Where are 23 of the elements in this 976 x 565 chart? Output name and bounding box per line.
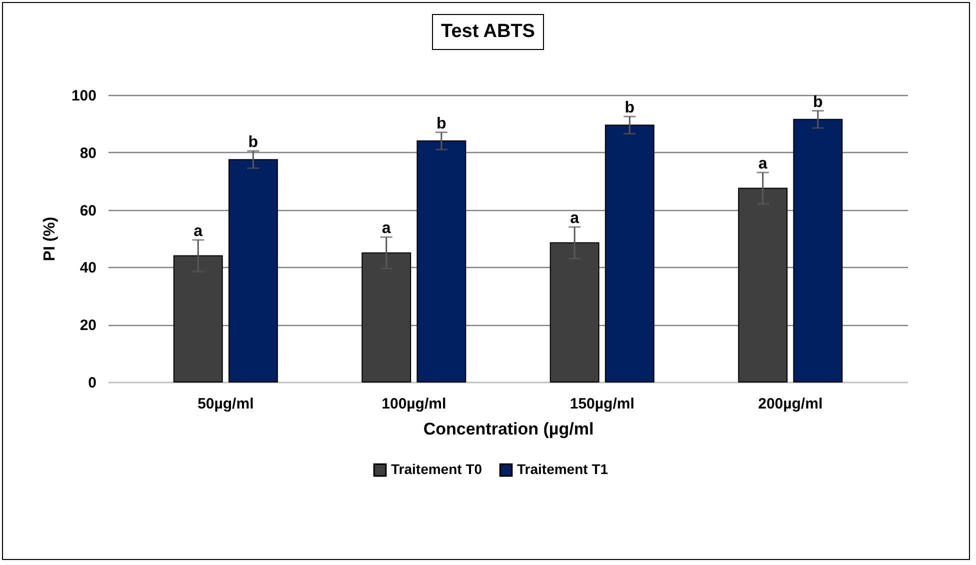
legend-label: Traitement T1 — [517, 461, 608, 478]
x-tick-label: 150µg/ml — [570, 396, 634, 412]
annotation: a — [758, 155, 768, 172]
y-axis-title: PI (%) — [41, 216, 58, 262]
annotation: b — [436, 115, 447, 132]
y-tick-label: 20 — [80, 317, 96, 334]
annotation: b — [248, 134, 258, 151]
x-tick-label: 100µg/ml — [382, 396, 446, 412]
y-tick-label: 0 — [88, 374, 96, 392]
annotation: a — [382, 220, 391, 238]
y-tick-label: 80 — [80, 144, 96, 162]
annotation: b — [624, 100, 635, 117]
annotation: b — [812, 94, 823, 111]
annotation: a — [194, 222, 203, 240]
annotation: a — [570, 210, 580, 228]
y-tick-label: 40 — [80, 260, 96, 277]
x-tick-label: 50µg/ml — [198, 396, 254, 412]
x-tick-label: 200µg/ml — [758, 396, 823, 412]
legend-label: Traitement T0 — [391, 461, 482, 478]
y-tick-label: 100 — [71, 88, 96, 104]
y-tick-label: 60 — [80, 202, 96, 220]
x-axis-title: Concentration (µg/ml — [423, 420, 594, 438]
chart-title: Test ABTS — [432, 14, 544, 50]
